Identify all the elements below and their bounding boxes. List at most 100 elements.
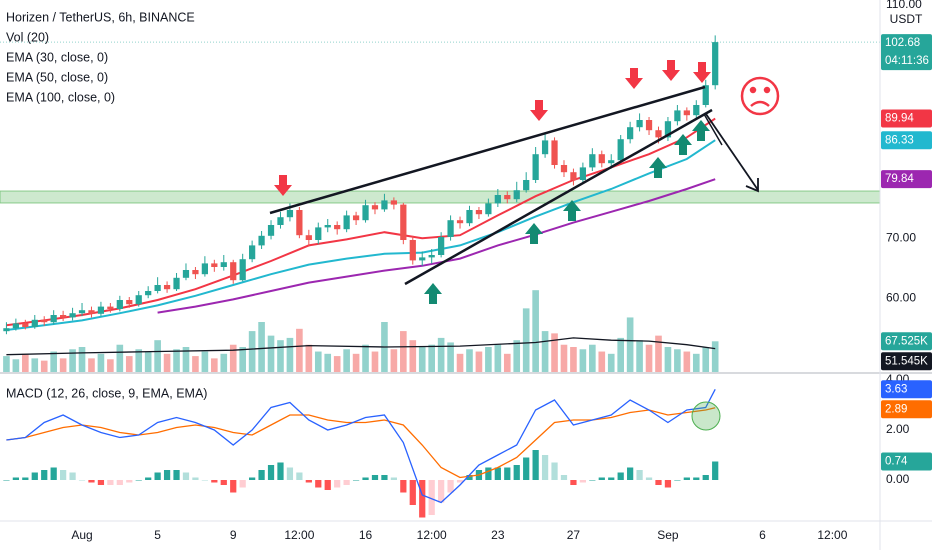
macd-histogram-bar: [135, 480, 142, 481]
macd-histogram-bar: [428, 480, 435, 515]
volume-bar: [607, 353, 615, 372]
macd-histogram-bar: [655, 480, 662, 485]
candle-body: [31, 319, 38, 327]
volume-bar: [626, 317, 634, 372]
candle-body: [390, 200, 398, 205]
value-badge: [881, 34, 932, 71]
macd-histogram-bar: [352, 480, 360, 481]
projection-arrow-head: [745, 178, 759, 193]
up-arrow: [563, 200, 581, 221]
volume-bar: [40, 360, 48, 372]
macd-histogram-bar: [551, 462, 558, 480]
candle-body: [60, 315, 67, 318]
macd-histogram-bar: [636, 470, 643, 480]
macd-histogram-bar: [277, 462, 284, 480]
trend-line: [404, 108, 713, 286]
up-arrows: [424, 120, 710, 304]
y-tick-label: 70.00: [886, 230, 916, 244]
value-badge-label: 51.545K: [885, 355, 928, 367]
volume-bar: [683, 351, 691, 372]
volume-bar: [201, 351, 209, 372]
x-tick-label: 12:00: [417, 528, 447, 542]
volume-bar: [258, 322, 265, 372]
volume-bar: [503, 353, 511, 372]
candle-body: [41, 319, 48, 323]
value-badge-label: 67.525K: [885, 335, 928, 347]
candle-body: [560, 165, 568, 173]
volume-bar: [248, 331, 256, 372]
volume-bar: [437, 337, 445, 372]
macd-histogram-bar: [324, 480, 331, 490]
volume-bar: [50, 351, 57, 372]
volume-bar: [570, 347, 577, 372]
candle-body: [645, 120, 653, 131]
candle-body: [334, 225, 341, 230]
candle-body: [126, 300, 133, 305]
value-badge: [881, 452, 932, 471]
candle-body: [608, 160, 615, 164]
candle-body: [239, 259, 246, 281]
volume-bar: [589, 344, 596, 372]
candle-body: [428, 255, 435, 258]
drawings: [269, 85, 759, 286]
candle-body: [163, 285, 171, 290]
volume-bar: [428, 344, 435, 372]
volume-bar: [144, 351, 152, 372]
ema-line: [6, 139, 716, 331]
macd-histogram-bar: [22, 477, 29, 480]
macd-histogram-bar: [220, 480, 227, 485]
candle-body: [50, 315, 57, 323]
candle-body: [447, 220, 454, 237]
macd-histogram-bar: [173, 470, 180, 480]
volume-bar: [636, 340, 643, 372]
volume-bar: [182, 347, 190, 372]
macd-histogram-bar: [390, 477, 398, 480]
macd-histogram-bar: [116, 480, 123, 485]
up-arrow: [525, 223, 543, 244]
candle-body: [22, 323, 29, 327]
volume-bar: [286, 337, 294, 372]
volume-bar: [655, 335, 662, 372]
candle-body: [494, 195, 501, 204]
macd-histogram-bar: [513, 465, 520, 480]
support-zone: [0, 190, 881, 204]
macd-histogram-bar: [296, 472, 303, 480]
x-tick-label: 12:00: [284, 528, 314, 542]
candle-body: [627, 127, 634, 140]
macd-histogram-bar: [532, 450, 539, 480]
volume-bar: [31, 358, 39, 372]
candle-body: [258, 235, 265, 246]
mouth: [750, 100, 770, 107]
candle-body: [371, 205, 379, 210]
candle-body: [702, 85, 709, 105]
candle-body: [211, 263, 218, 267]
legend-volume: Vol (20): [6, 30, 49, 44]
macd-histogram-bar: [3, 480, 10, 481]
value-badge: [881, 400, 932, 419]
macd-histogram-bar: [239, 480, 246, 488]
volume-bar: [154, 340, 161, 372]
candle-body: [712, 42, 719, 86]
candle-body: [69, 313, 76, 318]
macd-histogram-bar: [494, 467, 501, 480]
candle-body: [570, 172, 577, 180]
macd-histogram-bar: [504, 467, 511, 480]
candle-body: [485, 203, 492, 215]
x-tick-label: 12:00: [817, 528, 847, 542]
volume-bar: [173, 349, 180, 372]
value-badge: [881, 170, 932, 189]
macd-histogram-bar: [617, 472, 624, 480]
candle-body: [504, 195, 511, 200]
macd-histogram-bar: [570, 480, 577, 485]
value-badge-label: 3.63: [885, 383, 907, 395]
candle-body: [617, 139, 624, 161]
volume-bar: [239, 347, 246, 372]
candle-body: [249, 245, 256, 260]
candle-body: [655, 130, 662, 138]
candle-body: [315, 227, 322, 240]
macd-histogram-bar: [523, 457, 530, 480]
candle-body: [693, 105, 700, 116]
macd-histogram-bar: [107, 480, 114, 485]
